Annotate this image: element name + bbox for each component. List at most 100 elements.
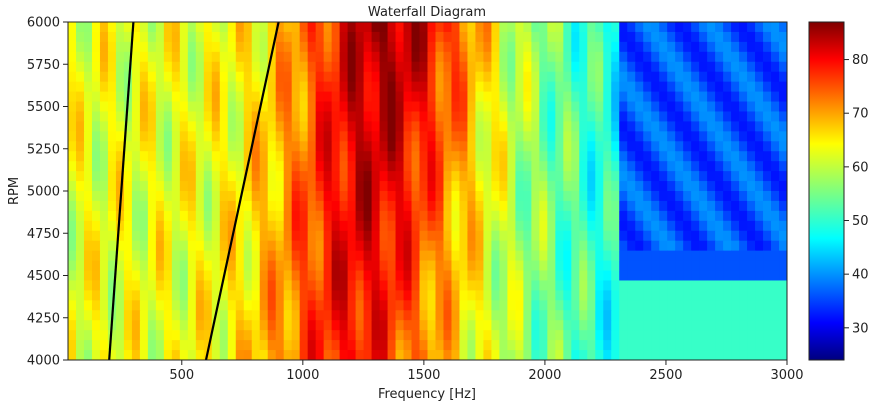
heatmap-cell	[755, 230, 764, 242]
heatmap-cell	[515, 111, 524, 123]
heatmap-cell	[115, 101, 125, 113]
heatmap-cell	[227, 330, 237, 341]
heatmap-cell	[331, 350, 341, 360]
heatmap-cell	[643, 151, 652, 162]
heatmap-cell	[779, 191, 787, 202]
heatmap-cell	[347, 270, 357, 282]
heatmap-cell	[539, 240, 548, 252]
heatmap-cell	[371, 340, 381, 351]
heatmap-cell	[379, 250, 389, 262]
heatmap-cell	[379, 270, 389, 282]
heatmap-cell	[347, 220, 357, 232]
heatmap-cell	[659, 330, 668, 341]
heatmap-cell	[699, 141, 708, 152]
heatmap-cell	[611, 22, 620, 33]
heatmap-cell	[443, 330, 453, 341]
heatmap-cell	[595, 250, 604, 262]
heatmap-cell	[139, 270, 149, 282]
heatmap-cell	[643, 191, 652, 202]
heatmap-cell	[259, 320, 269, 331]
heatmap-cell	[627, 101, 636, 113]
heatmap-cell	[699, 330, 708, 341]
heatmap-cell	[635, 101, 644, 113]
heatmap-cell	[475, 220, 485, 232]
heatmap-cell	[123, 210, 133, 222]
heatmap-cell	[483, 280, 493, 292]
heatmap-cell	[123, 41, 133, 53]
heatmap-cell	[755, 290, 764, 301]
heatmap-cell	[571, 171, 580, 182]
heatmap-cell	[331, 270, 341, 282]
heatmap-cell	[227, 121, 237, 132]
heatmap-cell	[347, 330, 357, 341]
heatmap-cell	[539, 200, 548, 212]
heatmap-cell	[563, 350, 572, 360]
heatmap-cell	[427, 200, 437, 212]
heatmap-cell	[531, 121, 540, 132]
heatmap-cell	[683, 330, 692, 341]
heatmap-cell	[555, 41, 564, 53]
heatmap-cell	[523, 200, 532, 212]
heatmap-cell	[563, 91, 572, 103]
heatmap-cell	[779, 330, 787, 341]
heatmap-cell	[747, 151, 756, 162]
heatmap-cell	[315, 121, 325, 132]
heatmap-cell	[771, 141, 780, 152]
heatmap-cell	[491, 340, 500, 351]
heatmap-cell	[291, 220, 301, 232]
heatmap-cell	[739, 330, 748, 341]
heatmap-cell	[275, 111, 285, 123]
heatmap-cell	[323, 181, 333, 192]
heatmap-cell	[267, 240, 277, 252]
heatmap-cell	[347, 300, 357, 311]
heatmap-cell	[403, 350, 413, 360]
heatmap-cell	[763, 181, 772, 192]
heatmap-cell	[115, 151, 125, 162]
heatmap-cell	[179, 141, 189, 152]
heatmap-cell	[555, 121, 564, 132]
heatmap-cell	[411, 51, 421, 63]
heatmap-cell	[707, 270, 716, 282]
heatmap-cell	[243, 131, 253, 142]
heatmap-cell	[179, 51, 189, 63]
heatmap-cell	[331, 200, 341, 212]
heatmap-cell	[395, 320, 405, 331]
heatmap-cell	[715, 81, 724, 93]
heatmap-cell	[379, 61, 389, 73]
heatmap-cell	[307, 91, 317, 103]
heatmap-cell	[475, 101, 485, 113]
heatmap-cell	[443, 41, 453, 53]
heatmap-cell	[355, 200, 365, 212]
heatmap-cell	[467, 91, 477, 103]
heatmap-cell	[75, 340, 85, 351]
heatmap-cell	[227, 171, 237, 182]
heatmap-cell	[483, 260, 493, 272]
heatmap-cell	[107, 171, 117, 182]
heatmap-cell	[187, 240, 197, 252]
heatmap-cell	[83, 31, 93, 43]
heatmap-cell	[739, 151, 748, 162]
heatmap-cell	[683, 220, 692, 232]
heatmap-cell	[347, 250, 357, 262]
heatmap-cell	[419, 51, 429, 63]
heatmap-cell	[467, 310, 477, 321]
heatmap-cell	[755, 151, 764, 162]
heatmap-cell	[323, 210, 333, 222]
heatmap-cell	[691, 51, 700, 63]
heatmap-cell	[291, 340, 301, 351]
heatmap-cell	[68, 191, 77, 202]
heatmap-cell	[715, 350, 724, 360]
heatmap-cell	[259, 111, 269, 123]
heatmap-cell	[419, 181, 429, 192]
heatmap-cell	[643, 210, 652, 222]
heatmap-cell	[171, 290, 181, 301]
heatmap-cell	[179, 131, 189, 142]
heatmap-cell	[467, 260, 477, 272]
heatmap-cell	[755, 71, 764, 83]
heatmap-cell	[347, 191, 357, 202]
heatmap-cell	[147, 81, 157, 93]
heatmap-cell	[171, 181, 181, 192]
heatmap-cell	[683, 61, 692, 73]
heatmap-cell	[275, 280, 285, 292]
heatmap-cell	[411, 22, 421, 33]
